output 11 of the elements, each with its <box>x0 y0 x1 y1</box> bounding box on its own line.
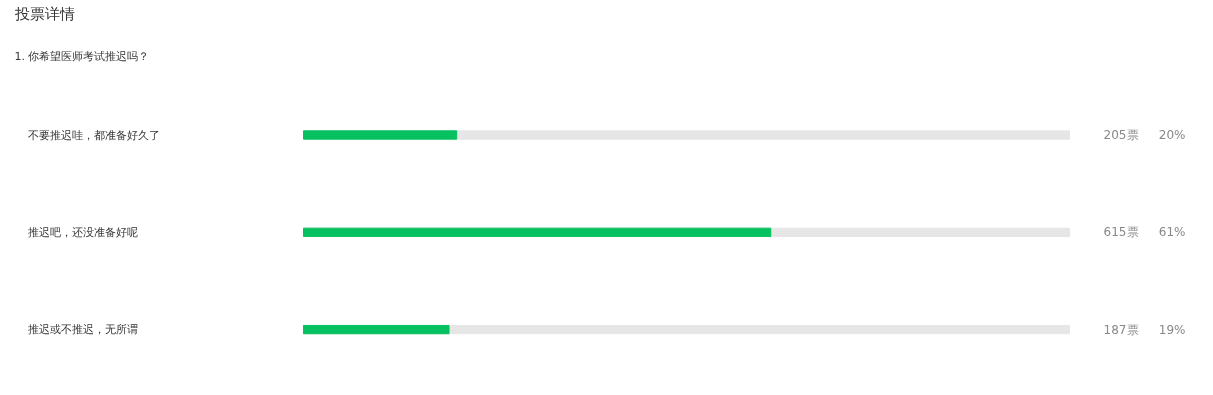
text: 205票 <box>1103 128 1139 142</box>
text: 615票 <box>1103 225 1139 240</box>
data-label: 61% <box>1158 225 1186 240</box>
data-label: 19% <box>1158 322 1186 337</box>
text: 187票 <box>1103 322 1139 337</box>
text: 1. 你希望医师考试推迟吗？ <box>14 50 150 63</box>
data-label: 20% <box>1158 128 1186 142</box>
y-tick-label: 不要推迟哇，都准备好久了 <box>27 128 160 142</box>
y-tick-label: 推迟或不推迟，无所谓 <box>27 323 138 337</box>
text: 投票详情 <box>13 4 75 23</box>
y-tick-label: 推迟吧，还没准备好呢 <box>27 225 138 239</box>
